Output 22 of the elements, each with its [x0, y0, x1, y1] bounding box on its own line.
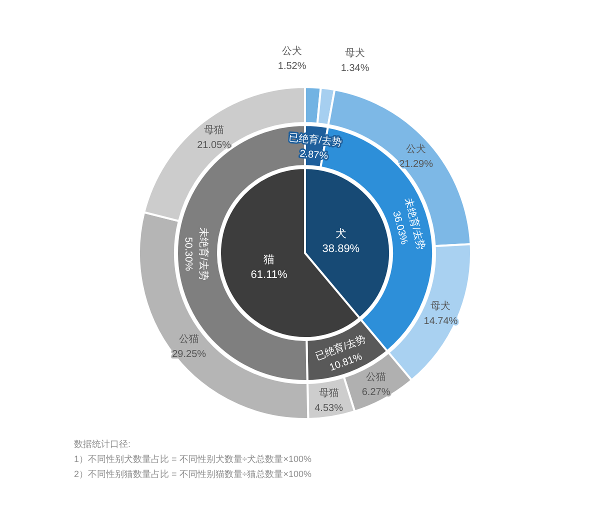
data-label: 61.11% [250, 269, 288, 282]
slice-label: 未绝育/去势 [197, 227, 210, 280]
data-label: 1.52% [278, 61, 306, 72]
data-label: 50.30% [182, 237, 194, 272]
slice-label: 母犬 [345, 46, 366, 59]
slice-label: 公猫 [179, 333, 200, 346]
slice-label: 母猫 [318, 388, 339, 400]
text: 数据统计口径: [74, 438, 132, 451]
slice-label: 母犬 [430, 300, 451, 312]
text: 2）不同性别猫数量占比 = 不同性别猫数量÷猫总数量×100% [74, 468, 312, 481]
slice-label: 猫 [264, 254, 275, 266]
slice-label: 母猫 [204, 125, 224, 136]
slice-label: 公猫 [366, 370, 386, 383]
data-label: 21.05% [197, 140, 232, 152]
text: 1）不同性别犬数量占比 = 不同性别犬数量÷犬总数量×100% [74, 453, 312, 466]
data-label: 1.34% [340, 62, 370, 74]
slice-label: 公犬 [282, 45, 302, 58]
slice-label: 公犬 [406, 143, 426, 156]
data-label: 6.27% [362, 386, 390, 398]
data-label: 4.53% [314, 403, 344, 414]
slice-label: 犬 [335, 226, 346, 240]
data-label: 38.89% [322, 242, 360, 255]
